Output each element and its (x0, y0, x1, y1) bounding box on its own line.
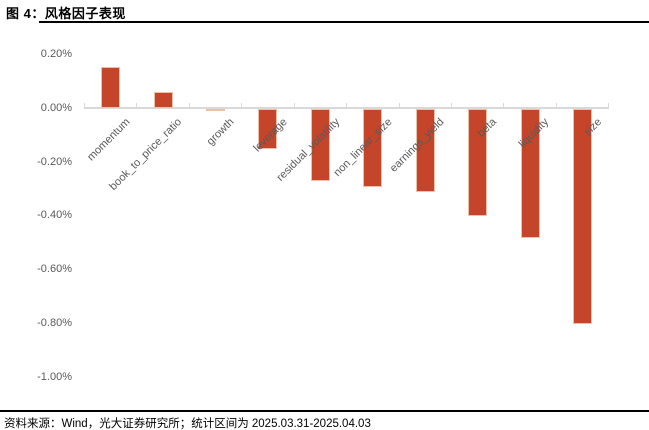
axis-tick (293, 103, 295, 109)
bar-earnings_yield (415, 108, 435, 193)
y-axis-label: -1.00% (37, 371, 72, 383)
footer-divider (0, 410, 649, 412)
axis-tick (241, 103, 243, 109)
y-axis-label: 0.00% (40, 101, 72, 114)
title-underline (39, 21, 649, 23)
y-axis-label: -0.60% (37, 263, 72, 276)
bar-size (572, 108, 592, 325)
axis-tick (503, 103, 505, 109)
y-axis-label: -0.40% (37, 209, 72, 222)
axis-tick (608, 103, 610, 109)
y-axis-label: -0.80% (37, 317, 72, 330)
bar-momentum (101, 67, 121, 108)
y-axis-label: 0.20% (40, 47, 72, 60)
x-axis-category-label: momentum (84, 115, 133, 164)
bar-beta (468, 108, 488, 217)
source-note: 资料来源：Wind，光大证券研究所；统计区间为 2025.03.31-2025.… (4, 418, 371, 430)
bar-book_to_price_ratio (153, 91, 173, 108)
axis-tick (555, 103, 557, 109)
axis-tick (188, 103, 190, 109)
axis-tick (398, 103, 400, 109)
bar-liquidity (520, 108, 540, 238)
axis-tick (346, 103, 348, 109)
axis-tick (136, 103, 138, 109)
bar-leverage (258, 108, 278, 150)
figure-title: 图 4：风格因子表现 (6, 6, 126, 21)
axis-tick (84, 103, 85, 109)
chart-area: 0.20% 0.00% -0.20% -0.40% -0.60% -0.80% -1.00%… (0, 24, 649, 408)
x-axis-category-label: growth (205, 115, 237, 148)
y-axis-label: -0.20% (37, 155, 72, 168)
bar-growth (205, 108, 225, 112)
bar-non_linear_size (363, 108, 383, 187)
bar-residual_volatility (310, 108, 330, 182)
axis-tick (451, 103, 452, 109)
